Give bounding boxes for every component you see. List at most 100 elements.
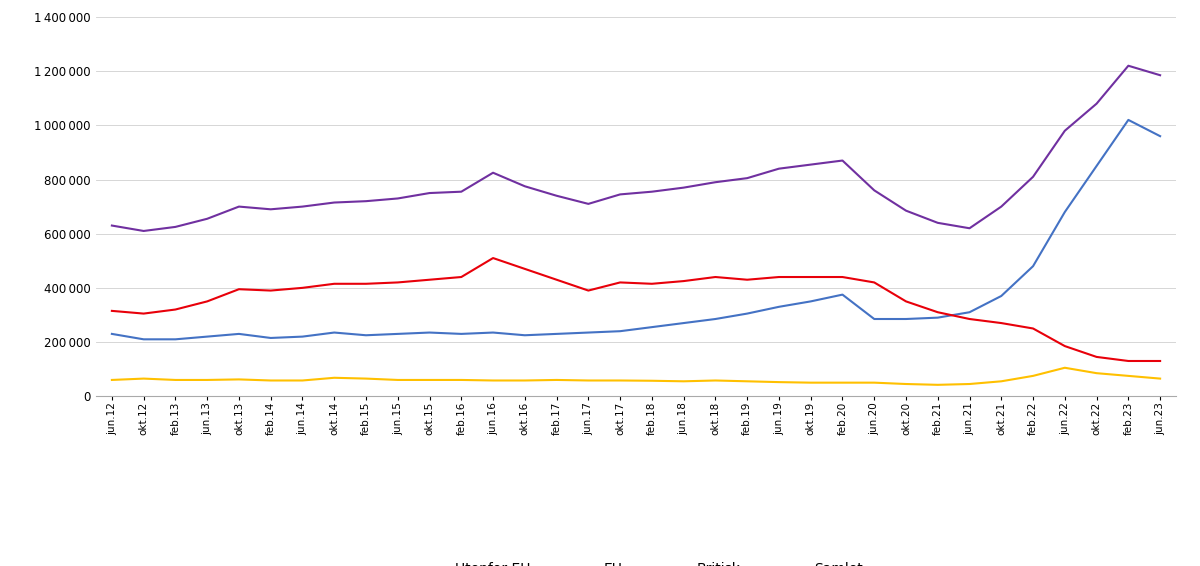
Britisk (232, 376, 246, 383)
EU (1090, 354, 1104, 361)
Britisk (517, 377, 532, 384)
Samlet (868, 187, 882, 194)
Britisk (104, 376, 119, 383)
EU (422, 276, 437, 283)
EU (550, 276, 564, 283)
Legend: Utenfor EU, EU, Britisk, Samlet: Utenfor EU, EU, Britisk, Samlet (409, 563, 863, 566)
Britisk (168, 376, 182, 383)
EU (613, 279, 628, 286)
Utenfor EU (613, 328, 628, 335)
EU (740, 276, 755, 283)
Britisk (677, 378, 691, 385)
EU (1153, 358, 1168, 365)
EU (1057, 342, 1072, 349)
EU (168, 306, 182, 313)
Utenfor EU (899, 316, 913, 323)
Britisk (1153, 375, 1168, 382)
Samlet (677, 185, 691, 191)
Britisk (581, 377, 595, 384)
Samlet (962, 225, 977, 231)
EU (1121, 358, 1135, 365)
Samlet (930, 220, 944, 226)
Britisk (550, 376, 564, 383)
Samlet (295, 203, 310, 210)
Britisk (962, 380, 977, 387)
Utenfor EU (677, 320, 691, 327)
EU (486, 255, 500, 261)
Utenfor EU (1153, 133, 1168, 140)
Samlet (708, 179, 722, 186)
Utenfor EU (644, 324, 659, 331)
Samlet (104, 222, 119, 229)
Utenfor EU (295, 333, 310, 340)
EU (868, 279, 882, 286)
EU (517, 265, 532, 272)
Utenfor EU (930, 314, 944, 321)
Britisk (486, 377, 500, 384)
Utenfor EU (550, 331, 564, 337)
EU (581, 287, 595, 294)
EU (772, 273, 786, 280)
EU (930, 309, 944, 316)
Samlet (804, 161, 818, 168)
Britisk (390, 376, 404, 383)
EU (899, 298, 913, 305)
EU (677, 278, 691, 285)
Samlet (1057, 127, 1072, 134)
Britisk (1121, 372, 1135, 379)
Britisk (899, 380, 913, 387)
Utenfor EU (804, 298, 818, 305)
EU (454, 273, 468, 280)
Samlet (328, 199, 342, 206)
Samlet (1026, 173, 1040, 180)
EU (232, 286, 246, 293)
Samlet (200, 216, 215, 222)
Samlet (454, 188, 468, 195)
Utenfor EU (168, 336, 182, 343)
Samlet (613, 191, 628, 198)
Britisk (137, 375, 151, 382)
Utenfor EU (1057, 209, 1072, 216)
Britisk (994, 378, 1008, 385)
Utenfor EU (835, 291, 850, 298)
Utenfor EU (359, 332, 373, 338)
Samlet (740, 175, 755, 182)
EU (295, 285, 310, 291)
Britisk (264, 377, 278, 384)
Utenfor EU (1121, 117, 1135, 123)
Utenfor EU (962, 309, 977, 316)
Utenfor EU (104, 331, 119, 337)
Samlet (390, 195, 404, 202)
EU (835, 273, 850, 280)
EU (1026, 325, 1040, 332)
Samlet (1121, 62, 1135, 69)
Utenfor EU (517, 332, 532, 338)
Britisk (930, 381, 944, 388)
Samlet (994, 203, 1008, 210)
Samlet (835, 157, 850, 164)
Line: Samlet: Samlet (112, 66, 1160, 231)
Samlet (1090, 100, 1104, 107)
Samlet (168, 224, 182, 230)
EU (104, 307, 119, 314)
Utenfor EU (772, 303, 786, 310)
Britisk (1026, 372, 1040, 379)
Britisk (359, 375, 373, 382)
EU (359, 280, 373, 287)
EU (804, 273, 818, 280)
Utenfor EU (328, 329, 342, 336)
Britisk (708, 377, 722, 384)
Utenfor EU (1026, 263, 1040, 269)
Utenfor EU (264, 335, 278, 341)
EU (390, 279, 404, 286)
Line: Britisk: Britisk (112, 368, 1160, 385)
EU (962, 316, 977, 323)
Britisk (1057, 365, 1072, 371)
Utenfor EU (581, 329, 595, 336)
Samlet (899, 207, 913, 214)
EU (708, 273, 722, 280)
Utenfor EU (486, 329, 500, 336)
Utenfor EU (232, 331, 246, 337)
Samlet (1153, 72, 1168, 79)
Utenfor EU (994, 293, 1008, 299)
